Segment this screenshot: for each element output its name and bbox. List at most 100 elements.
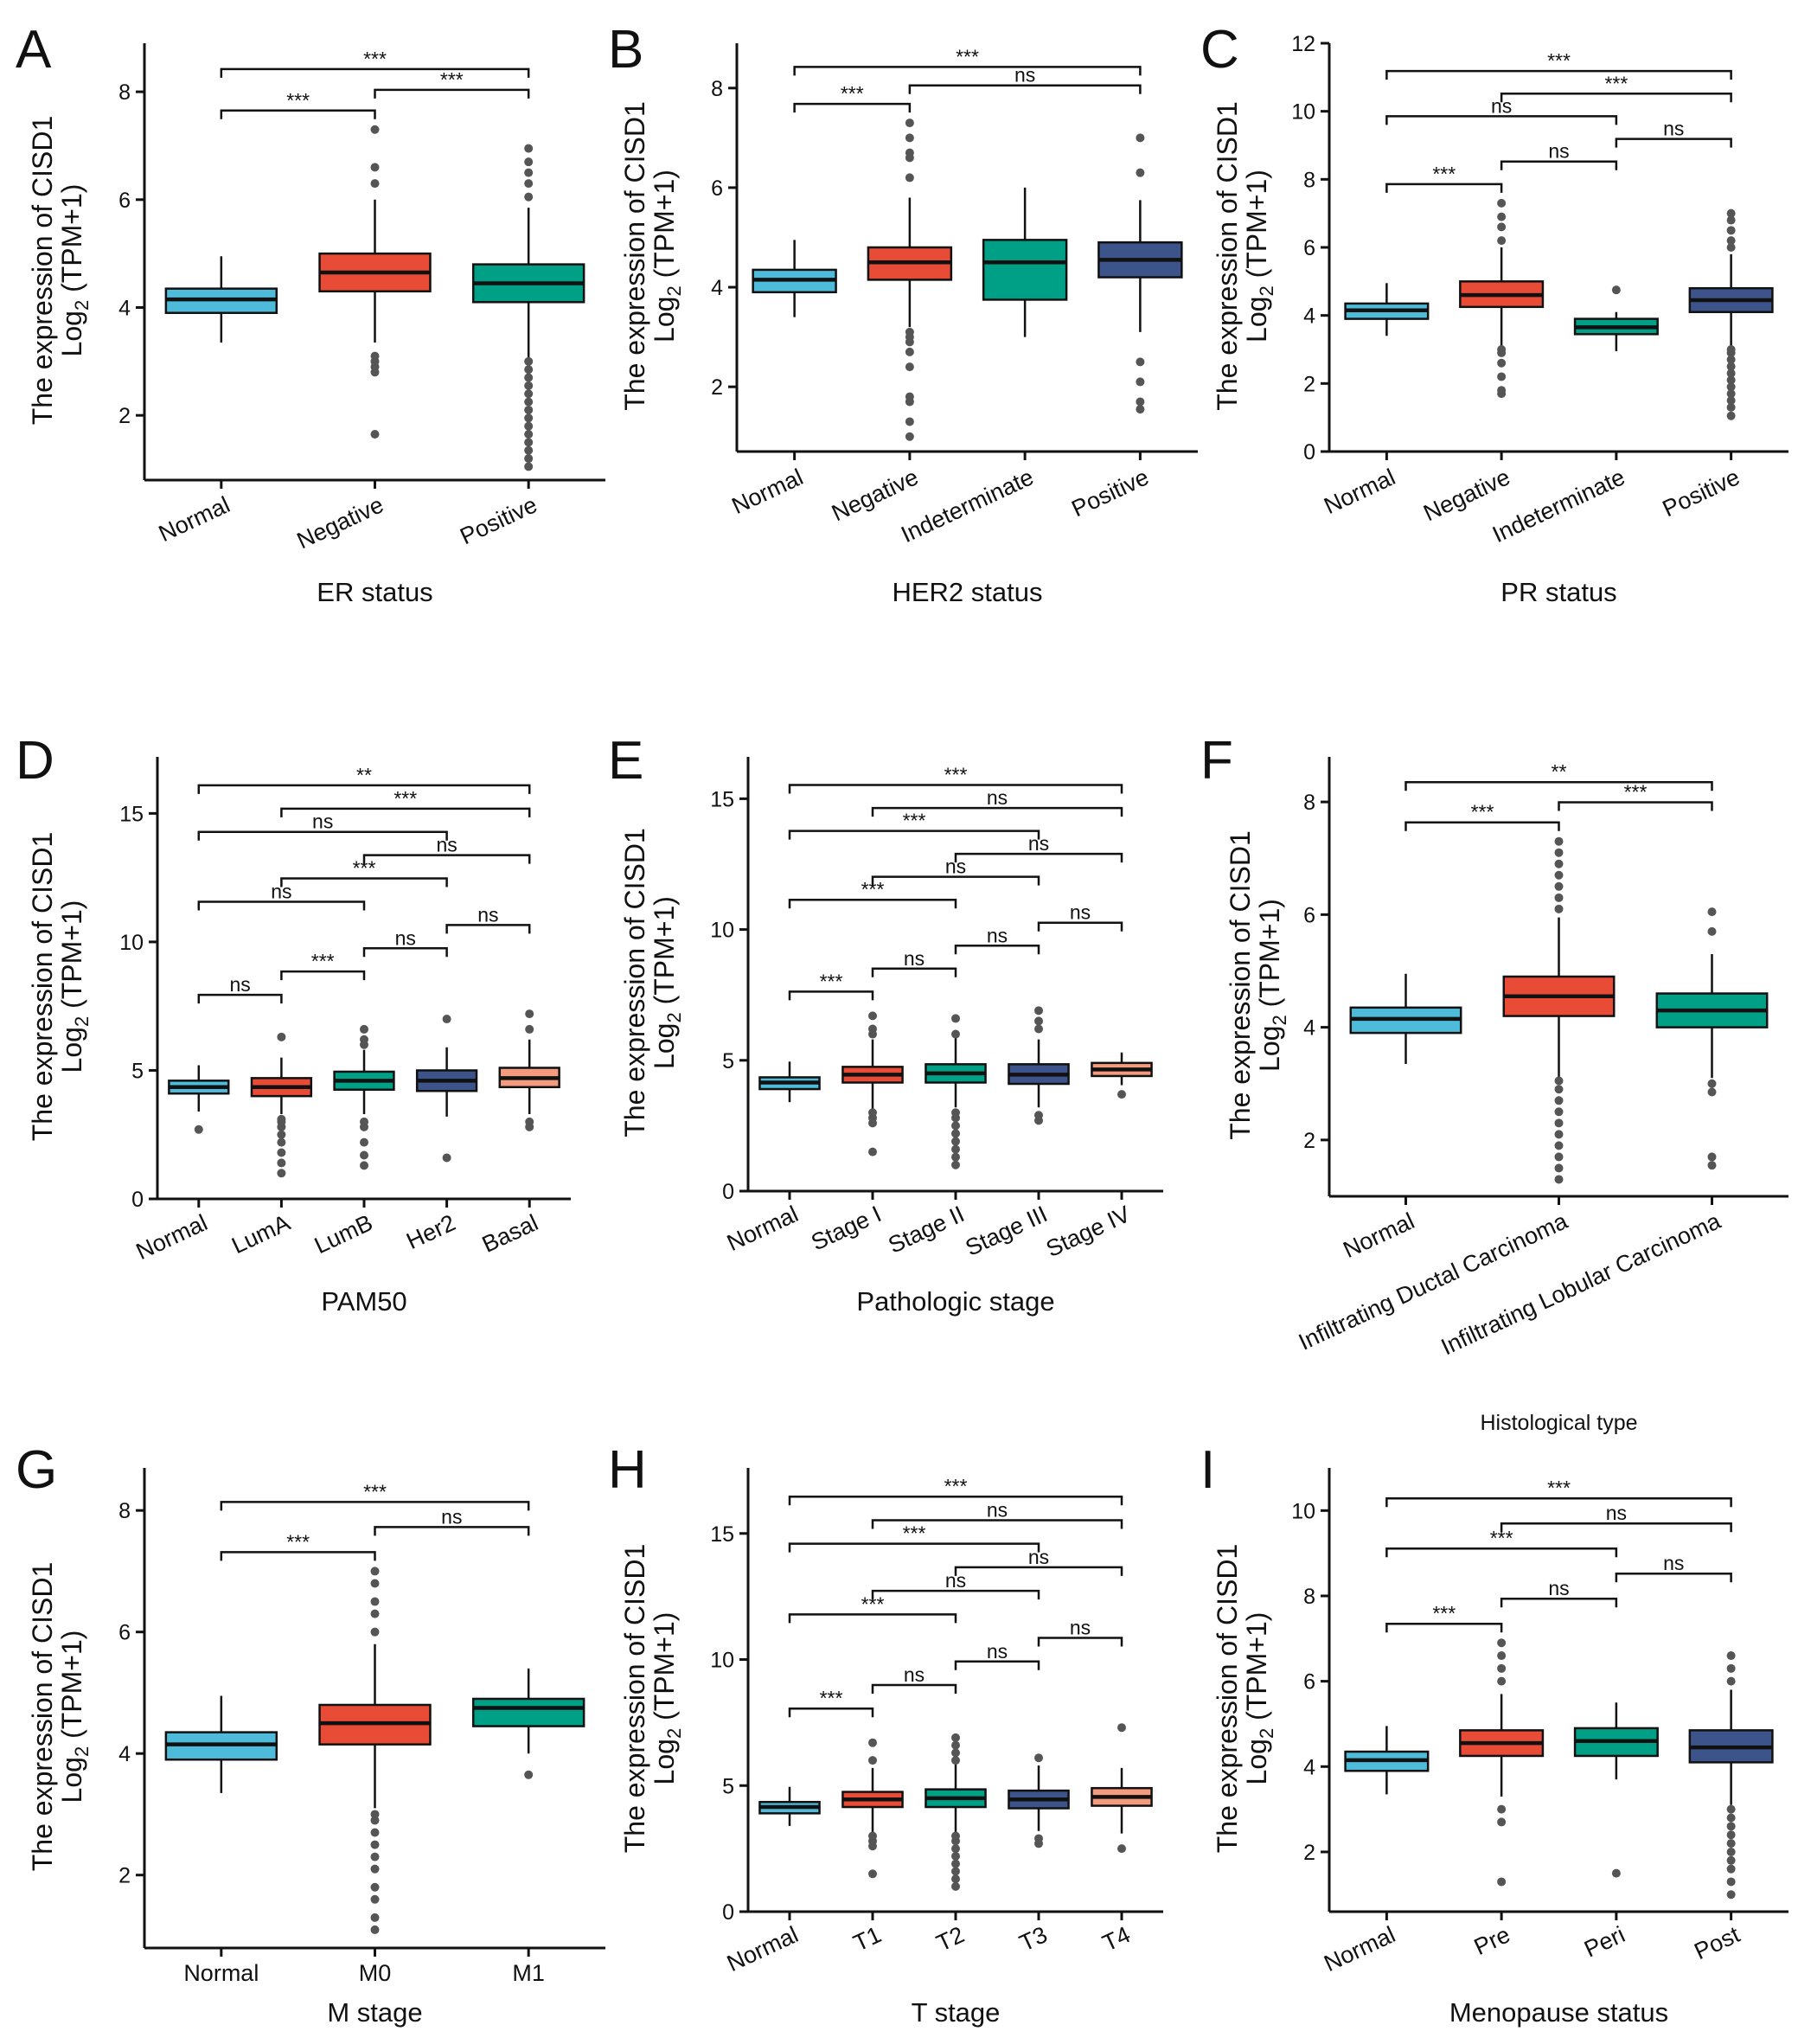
- y-axis-label-line1: The expression of CISD1: [27, 1562, 58, 1872]
- outlier-point: [277, 1114, 286, 1124]
- y-label-unit: (TPM+1): [1241, 170, 1272, 285]
- outlier-point: [524, 157, 534, 167]
- outlier-point: [951, 1851, 960, 1861]
- significance-label: ***: [394, 787, 417, 810]
- bracket-line: [1385, 1496, 1732, 1508]
- bracket-line: [788, 1613, 957, 1624]
- outlier-point: [868, 1738, 877, 1747]
- significance-bracket: ns: [871, 947, 957, 977]
- x-axis-label: Menopause status: [1449, 1997, 1668, 2028]
- outlier-point: [1554, 1118, 1564, 1128]
- significance-bracket: ns: [871, 1569, 1040, 1600]
- outlier-point: [905, 417, 914, 426]
- y-label-unit: (TPM+1): [1254, 899, 1285, 1015]
- outlier-point: [1497, 236, 1507, 246]
- y-tick-label: 5: [722, 1049, 734, 1073]
- panel-label: E: [608, 731, 643, 791]
- bracket-line: [220, 1551, 376, 1561]
- bracket-line: [871, 806, 1123, 817]
- y-tick-label: 10: [1291, 100, 1315, 125]
- outlier-point: [360, 1137, 368, 1147]
- outlier-point: [905, 119, 914, 128]
- outlier-point: [1554, 848, 1564, 857]
- y-tick-label: 8: [1303, 791, 1315, 815]
- bracket-line: [1404, 821, 1560, 831]
- outlier-point: [524, 381, 534, 390]
- significance-bracket: ***: [788, 1592, 957, 1624]
- bracket-line: [788, 1495, 1123, 1506]
- outlier-point: [1554, 1085, 1564, 1094]
- outlier-point: [370, 430, 380, 439]
- significance-label: ***: [903, 810, 926, 832]
- y-label-log: Log: [649, 1023, 680, 1069]
- outlier-point: [524, 445, 534, 455]
- y-label-subscript: 2: [1256, 1728, 1277, 1739]
- x-tick-label: T4: [1098, 1921, 1134, 1957]
- outlier-point: [525, 1024, 534, 1034]
- bracket-line: [871, 967, 957, 977]
- x-tick-label: Normal: [155, 491, 234, 547]
- box-lumb: [333, 1024, 395, 1170]
- x-axis-label: Pathologic stage: [856, 1286, 1054, 1317]
- outlier-point: [277, 1148, 286, 1157]
- box-negative: [318, 125, 432, 439]
- outlier-point: [951, 1121, 960, 1131]
- y-axis-label-line2: Log2 (TPM+1): [649, 170, 685, 343]
- x-tick-label: LumB: [310, 1209, 377, 1259]
- significance-label: ns: [1663, 118, 1684, 140]
- significance-bracket: ns: [1500, 140, 1618, 170]
- y-tick-label: 5: [722, 1774, 734, 1798]
- significance-bracket: ns: [374, 1505, 530, 1536]
- significance-bracket: ***: [280, 950, 366, 981]
- bracket-line: [280, 807, 531, 817]
- significance-label: ns: [1070, 901, 1091, 924]
- significance-label: ***: [1547, 49, 1571, 72]
- y-tick-label: 8: [118, 1499, 131, 1523]
- y-axis-label-line1: The expression of CISD1: [1212, 1544, 1243, 1854]
- bracket-line: [197, 993, 283, 1004]
- outlier-point: [370, 1864, 380, 1874]
- x-axis-label: M stage: [327, 1997, 422, 2028]
- outlier-point: [1726, 362, 1736, 371]
- outlier-point: [277, 1169, 286, 1178]
- bracket-line: [1500, 1597, 1618, 1608]
- y-axis-label-line2: Log2 (TPM+1): [1241, 170, 1277, 343]
- y-axis-label-line1: The expression of CISD1: [27, 116, 58, 426]
- y-tick-label: 12: [1291, 32, 1315, 56]
- outlier-point: [1707, 1161, 1717, 1170]
- significance-label: ***: [1471, 801, 1494, 823]
- outlier-point: [951, 1129, 960, 1138]
- bracket-line: [788, 1542, 1040, 1553]
- outlier-point: [1726, 396, 1736, 405]
- significance-bracket: ***: [788, 970, 874, 1001]
- significance-bracket: ***: [1385, 1602, 1503, 1633]
- significance-label: ***: [363, 1480, 387, 1503]
- y-tick-label: 0: [722, 1900, 734, 1925]
- x-tick-label: Basal: [478, 1209, 542, 1258]
- bracket-line: [1037, 921, 1123, 932]
- box-positive: [471, 144, 585, 471]
- significance-bracket: ***: [1500, 72, 1732, 103]
- box-indeterminate: [982, 187, 1068, 337]
- y-label-subscript: 2: [1269, 1015, 1290, 1025]
- y-tick-label: 0: [1303, 440, 1315, 465]
- significance-bracket: ***: [793, 45, 1142, 76]
- box-normal: [1344, 1726, 1430, 1795]
- outlier-point: [524, 462, 534, 471]
- significance-label: ns: [987, 1640, 1008, 1663]
- y-tick-label: 6: [1303, 236, 1315, 260]
- outlier-point: [1497, 358, 1507, 368]
- box-stage-i: [841, 1011, 904, 1157]
- bracket-line: [1615, 138, 1732, 148]
- significance-bracket: ***: [1385, 49, 1732, 80]
- outlier-point: [277, 1032, 286, 1041]
- y-label-unit: (TPM+1): [649, 170, 680, 285]
- outlier-point: [1726, 368, 1736, 378]
- outlier-point: [868, 1831, 877, 1841]
- outlier-point: [951, 1144, 960, 1154]
- bracket-line: [197, 830, 448, 841]
- y-tick-label: 2: [1303, 372, 1315, 396]
- box-negative: [1459, 198, 1545, 399]
